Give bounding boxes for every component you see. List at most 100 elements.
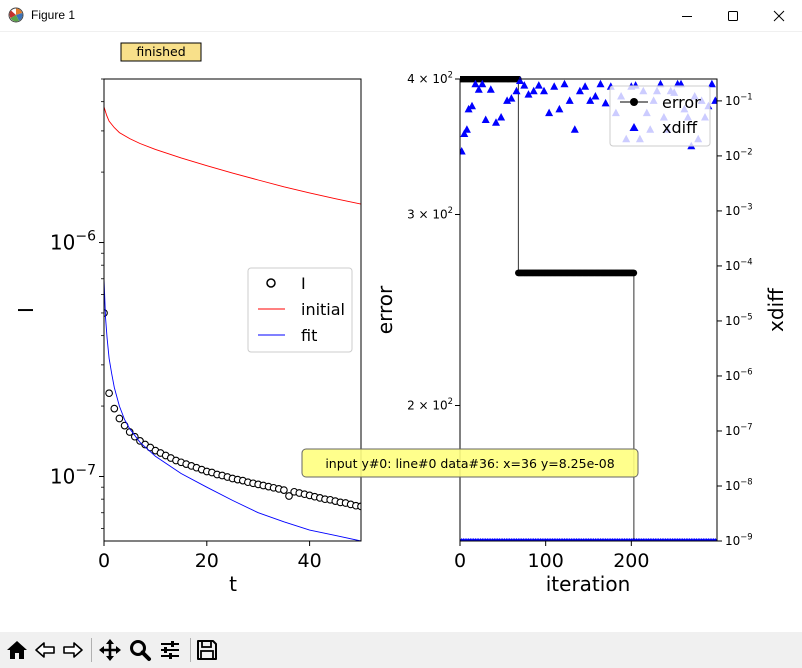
line-initial — [104, 106, 361, 205]
x-tick-label: 100 — [528, 550, 564, 572]
data-point-xdiff — [462, 125, 471, 133]
magnifier-icon — [130, 640, 151, 661]
data-point-xdiff — [460, 129, 469, 137]
data-point-I — [105, 389, 113, 398]
x-tick-label: 200 — [613, 550, 649, 572]
x-tick-label: 0 — [454, 550, 466, 572]
matplotlib-icon — [8, 7, 24, 23]
data-point-xdiff — [534, 81, 543, 89]
data-point-xdiff — [471, 79, 480, 88]
right-y-axis-label: error — [373, 285, 397, 334]
y2-tick-label: 10−4 — [725, 257, 753, 273]
data-point-xdiff — [586, 96, 595, 104]
data-point-xdiff — [497, 113, 506, 121]
data-point-xdiff — [591, 92, 600, 100]
forward-button[interactable] — [59, 634, 87, 666]
y2-tick-label: 10−2 — [725, 147, 753, 163]
data-point-xdiff — [468, 101, 476, 110]
minimize-icon — [682, 15, 692, 17]
right-y2-axis-label: xdiff — [764, 287, 788, 332]
data-point-xdiff — [707, 79, 716, 88]
y-tick-label: 10−7 — [50, 462, 96, 488]
legend-label-fit: fit — [301, 326, 317, 345]
y2-tick-label: 10−5 — [725, 312, 753, 328]
pan-button[interactable] — [96, 634, 124, 666]
y2-tick-label: 10−8 — [725, 477, 753, 493]
window-title: Figure 1 — [31, 8, 76, 22]
legend-label-initial: initial — [301, 300, 345, 319]
legend-label-error: error — [662, 93, 701, 112]
y-tick-label: 10−6 — [50, 229, 96, 255]
y2-tick-label: 10−7 — [725, 422, 753, 438]
data-point-xdiff — [575, 86, 584, 95]
data-point-xdiff — [478, 79, 487, 88]
data-point-xdiff — [677, 79, 685, 88]
y-tick-label: 4 × 102 — [407, 70, 453, 86]
toolbar-separator — [190, 638, 191, 662]
data-point-xdiff — [486, 85, 495, 93]
right-plot[interactable]: 0 100 200 4 × 102 3 × 102 2 × 102 10−1 10−2 10−3… — [373, 70, 788, 596]
data-point-xdiff — [512, 86, 521, 95]
data-point-I — [136, 437, 144, 445]
y2-tick-label: 10−1 — [725, 91, 753, 107]
x-tick-label: 0 — [98, 550, 110, 572]
toolbar-separator — [91, 638, 92, 662]
data-point-xdiff — [555, 104, 564, 113]
left-plot-frame — [103, 78, 362, 542]
data-point-xdiff — [481, 115, 490, 123]
legend-label-xdiff: xdiff — [662, 118, 698, 137]
tooltip-text: input y#0: line#0 data#36: x=36 y=8.25e-… — [325, 456, 614, 471]
zoom-button[interactable] — [126, 634, 154, 666]
minimize-button[interactable] — [664, 0, 710, 31]
data-point-error — [630, 269, 638, 277]
data-point-I — [357, 502, 361, 511]
data-point-xdiff — [565, 96, 574, 104]
back-arrow-icon — [35, 642, 55, 658]
close-icon — [773, 10, 785, 21]
data-point-I — [280, 486, 288, 494]
data-point-xdiff — [601, 98, 610, 107]
y-tick-label: 2 × 102 — [407, 396, 453, 412]
data-point-I — [115, 414, 124, 423]
legend-marker-xdiff — [629, 123, 639, 131]
save-button[interactable] — [193, 634, 221, 666]
left-plot[interactable]: 0 20 40 10−6 10−7 t I I initial fit — [14, 78, 364, 596]
forward-arrow-icon — [63, 642, 83, 658]
y2-tick-label: 10−6 — [725, 367, 753, 383]
move-arrows-icon — [99, 639, 121, 661]
maximize-button[interactable] — [710, 0, 756, 31]
x-tick-label: 20 — [195, 550, 219, 572]
floppy-disk-icon — [197, 640, 217, 660]
back-button[interactable] — [31, 634, 59, 666]
data-point-xdiff — [529, 86, 538, 95]
data-point-xdiff — [520, 81, 529, 89]
data-point-I — [110, 404, 119, 413]
data-point-xdiff — [474, 85, 483, 93]
configure-subplots-button[interactable] — [156, 634, 184, 666]
right-legend: error xdiff — [609, 85, 711, 147]
x-tick-label: 40 — [298, 550, 322, 572]
data-point-xdiff — [596, 79, 605, 88]
close-button[interactable] — [756, 0, 802, 31]
data-point-xdiff — [570, 125, 579, 133]
legend-label-I: I — [301, 274, 306, 293]
y2-tick-label: 10−9 — [725, 532, 753, 548]
data-point-xdiff — [550, 82, 559, 90]
figure-canvas[interactable]: finished 0 20 40 10−6 10−7 t I I initial fit… — [0, 31, 802, 631]
data-point-xdiff — [524, 90, 533, 98]
home-button[interactable] — [3, 634, 31, 666]
window-titlebar: Figure 1 — [0, 0, 802, 32]
left-legend-box — [247, 267, 353, 353]
data-tooltip: input y#0: line#0 data#36: x=36 y=8.25e-… — [301, 448, 639, 478]
data-point-xdiff — [560, 79, 569, 88]
left-legend: I initial fit — [247, 267, 353, 353]
data-point-xdiff — [460, 147, 466, 155]
left-x-axis-label: t — [229, 572, 237, 596]
legend-marker-error — [630, 98, 638, 106]
y-tick-label: 3 × 102 — [407, 205, 453, 221]
data-point-xdiff — [492, 118, 500, 126]
right-x-axis-label: iteration — [546, 572, 631, 596]
status-badge: finished — [120, 42, 202, 62]
data-point-xdiff — [503, 96, 512, 104]
home-icon — [7, 641, 27, 659]
